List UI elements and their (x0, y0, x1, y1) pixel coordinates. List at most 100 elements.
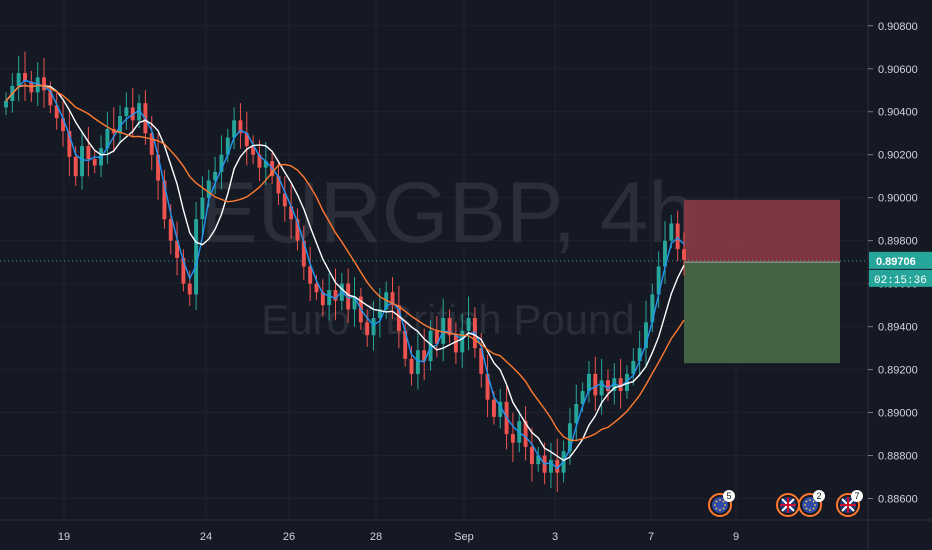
candle-body (644, 322, 648, 349)
candle-body (244, 133, 249, 147)
candle-body (232, 120, 237, 138)
candle (16, 55, 21, 102)
economic-event[interactable]: 7 (836, 490, 863, 517)
candle (466, 296, 471, 351)
candle (42, 58, 46, 108)
candle-body (200, 197, 205, 220)
candle-body (422, 350, 427, 361)
candle-body (301, 240, 306, 267)
candle (555, 438, 560, 493)
candle-body (529, 446, 534, 465)
candle (593, 356, 598, 411)
short-position-tool[interactable] (684, 199, 840, 364)
candle-body (48, 90, 53, 106)
candle (257, 139, 262, 182)
ma-mid-line (5, 84, 685, 462)
candle (181, 249, 186, 292)
candle (625, 365, 629, 399)
candle-body (669, 223, 674, 241)
ma-slow-line (5, 84, 685, 442)
moving-averages (5, 79, 685, 470)
price-tick-label: 0.88800 (878, 451, 918, 463)
candle-body (54, 105, 59, 119)
candle (663, 221, 667, 284)
candle-body (42, 77, 46, 91)
price-tick-label: 0.90000 (878, 193, 918, 205)
event-count: 5 (726, 491, 731, 501)
candle (263, 141, 268, 186)
candle (92, 150, 97, 174)
price-tick-label: 0.90400 (878, 107, 918, 119)
candle (118, 105, 123, 143)
price-labels: 0.89706 02:15:36 (869, 251, 932, 287)
candle (675, 210, 680, 261)
candle (105, 111, 110, 164)
candle-body (555, 459, 560, 473)
candle (327, 272, 332, 321)
candle (225, 128, 230, 163)
time-tick-label: Sep (454, 531, 474, 543)
price-axis[interactable]: 0.90800 0.90600 0.90400 0.90200 0.90000 0.898… (867, 0, 918, 550)
candle-body (548, 459, 553, 473)
candle (682, 232, 686, 276)
candle-body (523, 421, 528, 447)
price-tick-label: 0.88600 (878, 494, 918, 506)
candle-body (663, 240, 667, 267)
candle (295, 208, 300, 251)
candle-body (23, 73, 27, 82)
candle (4, 92, 8, 116)
time-tick-label: 3 (552, 531, 558, 543)
candles (4, 51, 686, 493)
candle-body (637, 348, 642, 361)
eu-flag-star (722, 500, 725, 503)
candle-body (409, 358, 414, 374)
candle (523, 406, 528, 461)
candle (124, 92, 129, 130)
candle-body (460, 330, 465, 353)
time-tick-label: 9 (733, 531, 739, 543)
candle-body (491, 399, 496, 417)
candle-body (498, 401, 503, 417)
candle (447, 309, 452, 343)
time-axis[interactable]: 19 24 26 28 Sep 3 7 9 (58, 531, 739, 543)
economic-events[interactable]: 5 2 7 (708, 490, 863, 517)
event-count-badge (723, 490, 735, 502)
candle (529, 427, 534, 482)
last-price-label-bg (869, 251, 932, 269)
candle-body (510, 434, 515, 443)
candle-body (4, 100, 8, 108)
candle-body (86, 146, 91, 160)
watermark-symbol: EURGBP, 4h (200, 165, 696, 261)
candle-body (156, 154, 161, 181)
time-tick-label: 7 (648, 531, 654, 543)
candle-body (625, 373, 629, 392)
economic-event[interactable]: 5 (708, 490, 735, 517)
candle (276, 163, 281, 205)
event-count: 7 (854, 491, 859, 501)
candle-body (168, 219, 173, 241)
candle-body (618, 378, 623, 392)
candle (194, 201, 199, 310)
time-tick-label: 19 (58, 531, 70, 543)
candle (453, 322, 458, 364)
candle-body (485, 373, 490, 400)
candle (567, 408, 572, 465)
candle (238, 103, 243, 149)
economic-event[interactable]: 2 (776, 490, 825, 517)
candle (54, 92, 59, 130)
candle-body (396, 305, 401, 331)
candle-body (599, 380, 604, 396)
eu-flag-star (715, 507, 718, 510)
candle-body (371, 318, 376, 336)
candle (86, 126, 91, 177)
candle-body (149, 133, 154, 155)
stop-loss-zone (684, 199, 840, 263)
price-tick-label: 0.89000 (878, 408, 918, 420)
candle-body (650, 294, 655, 323)
candle-body (289, 206, 294, 220)
candle (365, 309, 370, 347)
candle-body (314, 283, 319, 293)
candle-body (238, 120, 243, 134)
